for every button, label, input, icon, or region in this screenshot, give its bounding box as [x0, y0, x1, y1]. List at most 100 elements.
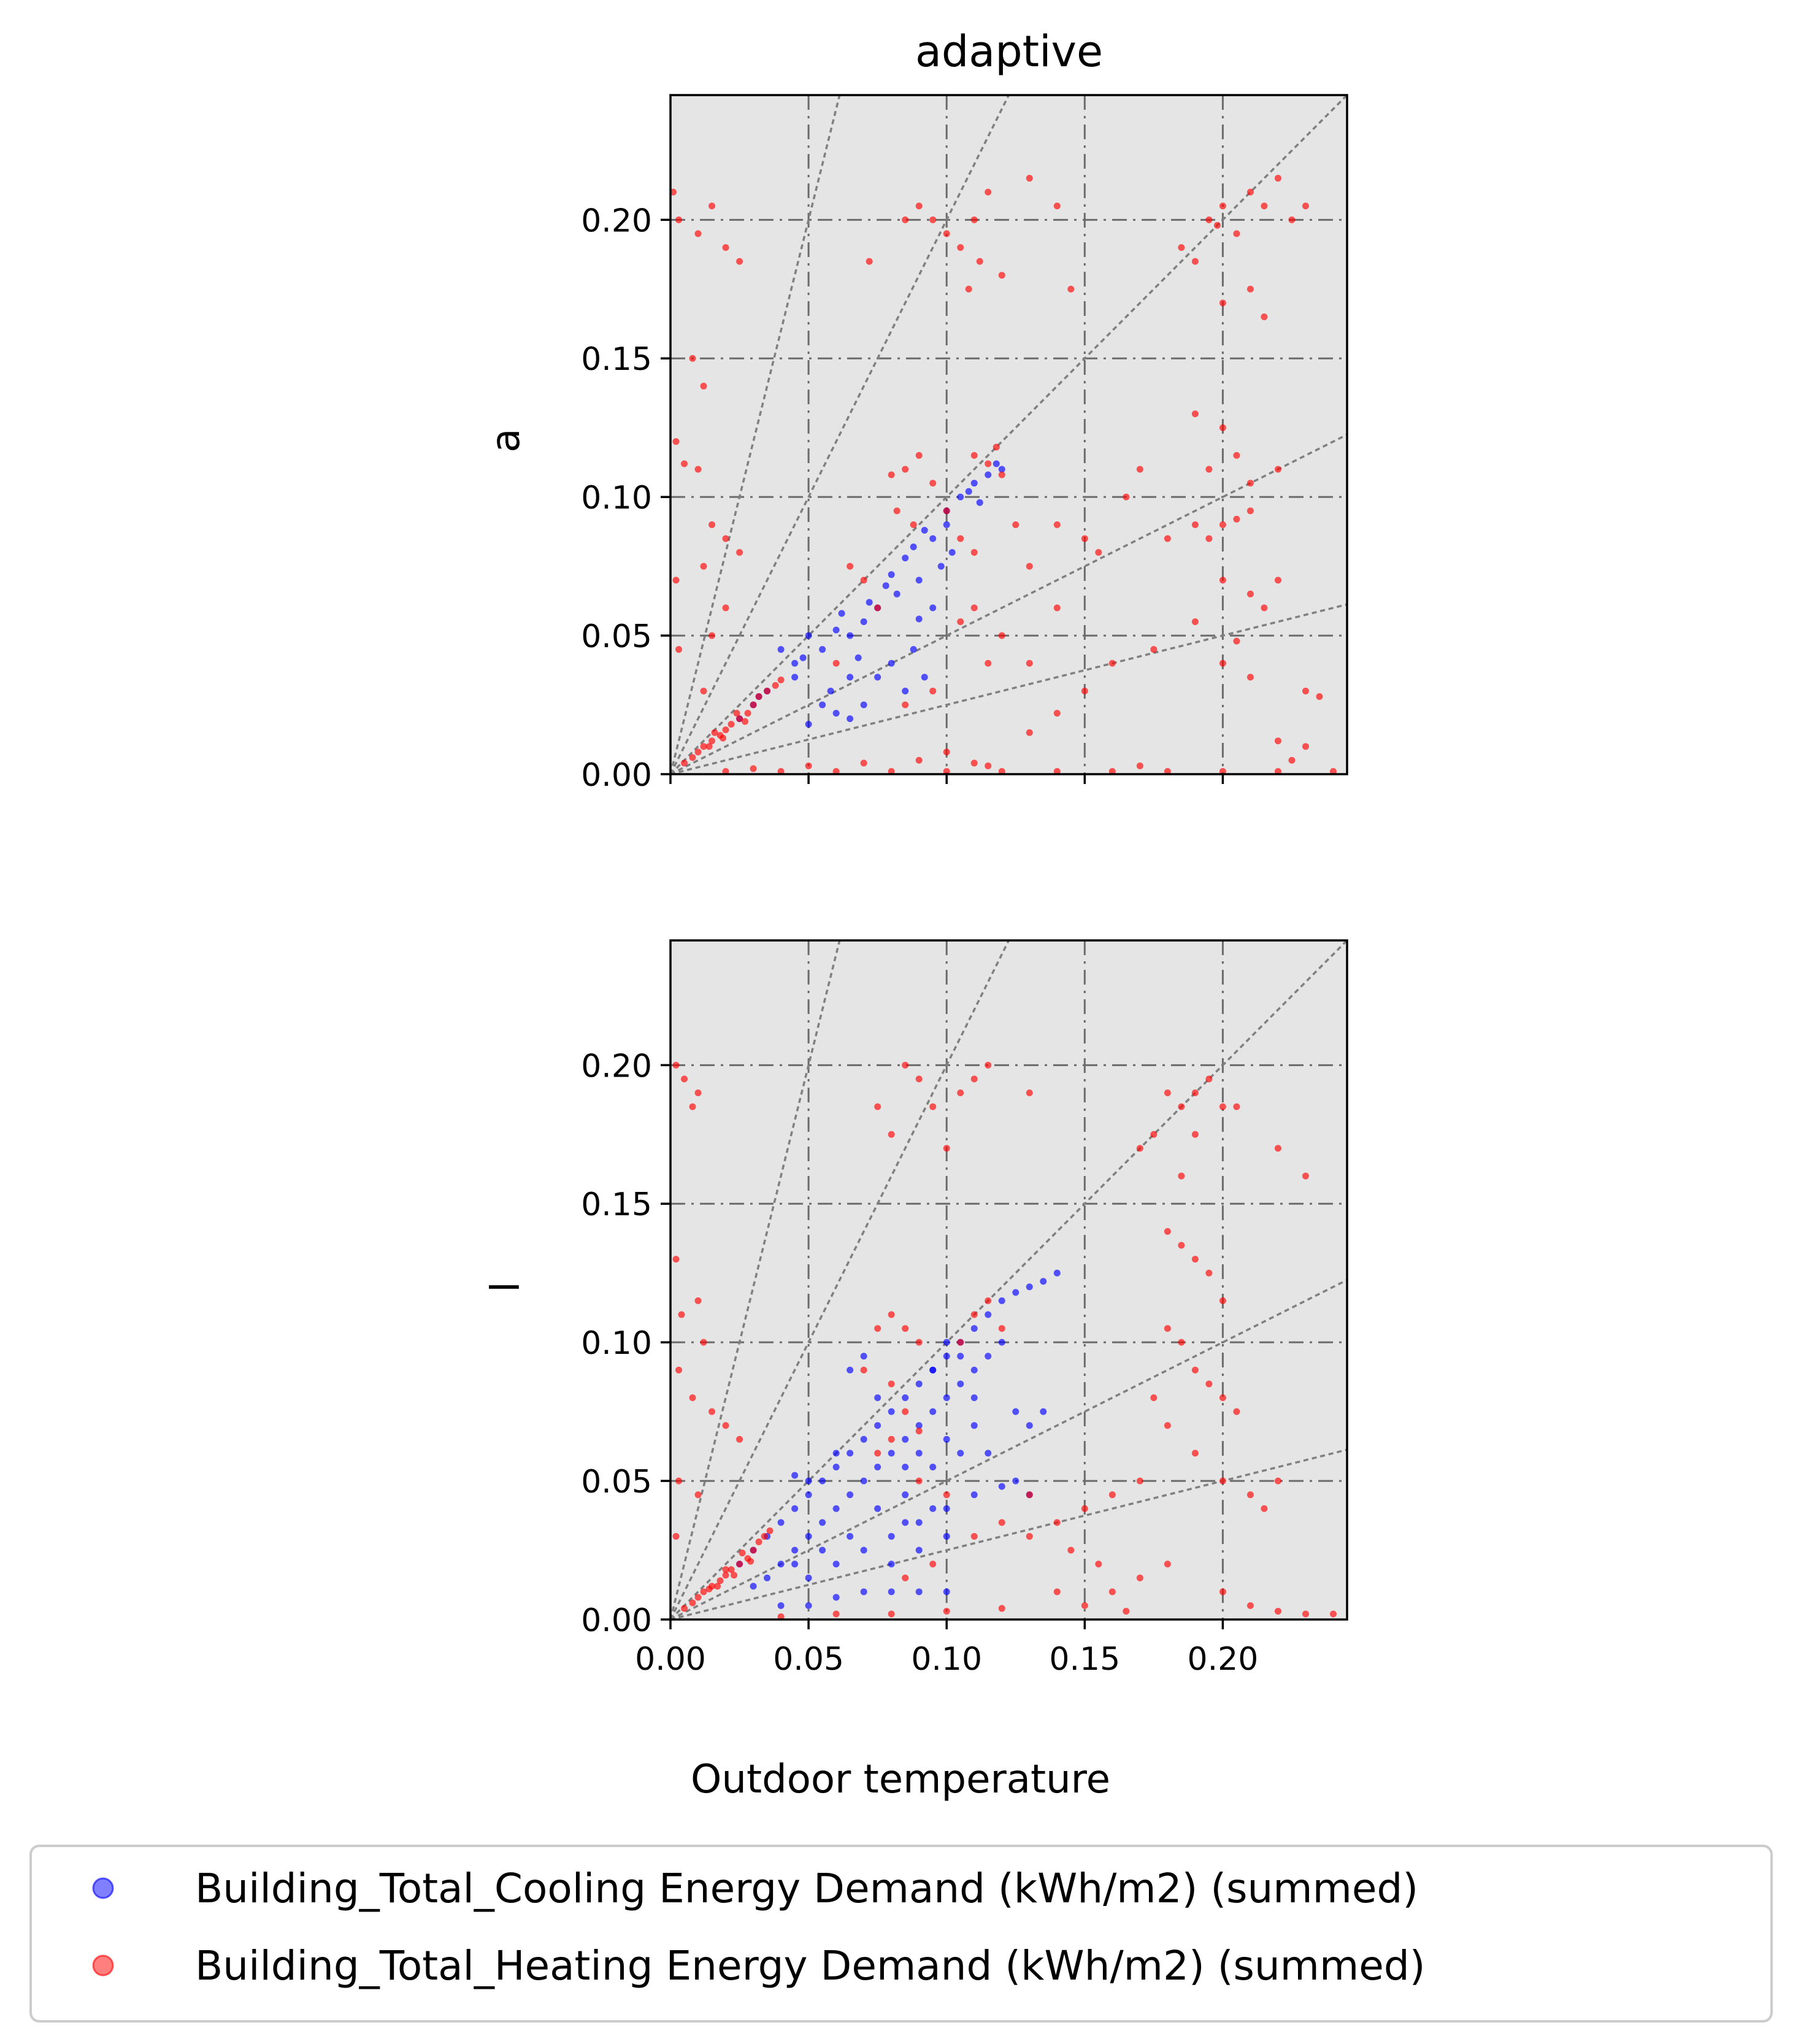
data-point	[915, 1422, 923, 1429]
data-point	[1191, 618, 1199, 625]
data-point	[708, 632, 716, 639]
data-point	[1053, 1269, 1061, 1277]
data-point	[902, 555, 909, 562]
data-point	[902, 1463, 909, 1470]
data-point	[711, 729, 718, 736]
data-point	[1302, 1172, 1309, 1180]
data-point	[998, 1605, 1005, 1612]
data-point	[1302, 202, 1309, 210]
data-point	[736, 258, 743, 265]
data-point	[847, 1450, 854, 1457]
data-point	[672, 1532, 680, 1540]
legend-label-cooling: Building_Total_Cooling Energy Demand (kW…	[195, 1865, 1418, 1912]
x-tick-label: 0.20	[1188, 1641, 1259, 1678]
data-point	[1178, 1242, 1185, 1249]
data-point	[1012, 1408, 1020, 1415]
y-tick-label: 0.10	[581, 480, 652, 517]
data-point	[929, 687, 937, 694]
data-point	[860, 1353, 867, 1360]
legend-marker-cooling	[92, 1877, 114, 1899]
data-point	[929, 1505, 937, 1512]
data-point	[1219, 1103, 1226, 1110]
data-point	[1274, 1145, 1281, 1152]
data-point	[888, 571, 895, 578]
data-point	[1012, 1477, 1020, 1485]
data-point	[998, 1519, 1005, 1526]
data-point	[716, 1577, 724, 1585]
data-point	[929, 1408, 937, 1415]
data-point	[1136, 1574, 1143, 1581]
x-tick-label: 0.10	[911, 1641, 982, 1678]
data-point	[915, 1339, 923, 1346]
data-point	[1233, 1103, 1240, 1110]
data-point	[985, 1311, 992, 1318]
data-point	[1178, 1172, 1185, 1180]
y-tick-label: 0.20	[581, 1048, 652, 1085]
x-axis-label: Outdoor temperature	[691, 1757, 1110, 1802]
data-point	[672, 1256, 680, 1263]
data-point	[1123, 1607, 1130, 1615]
data-point	[1246, 1602, 1254, 1609]
data-point	[957, 1089, 964, 1097]
x-axis: 0.00 0.05 0.10 0.15 0.20	[635, 1619, 1258, 1678]
data-point	[915, 1450, 923, 1457]
data-point	[832, 1505, 840, 1512]
data-point	[805, 1532, 812, 1540]
data-point	[1178, 1339, 1185, 1346]
data-point	[700, 1339, 707, 1346]
data-point	[1219, 577, 1226, 584]
data-point	[705, 1585, 713, 1593]
data-point	[689, 1599, 696, 1607]
data-point	[755, 1538, 762, 1545]
data-point	[1191, 410, 1199, 418]
data-point	[672, 438, 680, 445]
data-point	[993, 460, 1000, 467]
data-point	[985, 1061, 992, 1069]
data-point	[970, 451, 978, 459]
y-tick-label: 0.15	[581, 341, 652, 378]
data-point	[832, 1450, 840, 1457]
data-point	[888, 1610, 895, 1618]
data-point	[943, 521, 950, 528]
series-heating	[672, 1061, 1337, 1619]
data-point	[838, 610, 845, 617]
data-point	[1213, 221, 1221, 229]
data-point	[1329, 767, 1337, 774]
data-point	[1053, 1588, 1061, 1596]
data-point	[1191, 521, 1199, 528]
data-point	[1205, 535, 1213, 542]
data-point	[902, 1435, 909, 1443]
data-point	[888, 767, 895, 774]
data-point	[929, 480, 937, 487]
data-point	[736, 549, 743, 556]
data-point	[866, 599, 873, 606]
data-point	[805, 1574, 812, 1581]
y-axis-label-l: l	[483, 1281, 529, 1293]
data-point	[976, 499, 983, 506]
x-tick-label: 0.15	[1049, 1641, 1120, 1678]
data-point	[722, 244, 729, 252]
data-point	[874, 1325, 881, 1332]
data-point	[998, 1483, 1005, 1490]
data-point	[1053, 1519, 1061, 1526]
data-point	[742, 718, 749, 725]
data-point	[731, 1572, 738, 1579]
data-point	[747, 1558, 755, 1565]
data-point	[694, 748, 702, 756]
data-point	[681, 460, 688, 467]
data-point	[694, 230, 702, 237]
reference-line	[670, 95, 1347, 774]
plot-background	[670, 940, 1347, 1619]
data-point	[736, 715, 743, 723]
data-point	[943, 1339, 950, 1346]
data-point	[1026, 659, 1033, 667]
data-point	[943, 1607, 950, 1615]
data-point	[902, 466, 909, 473]
data-point	[675, 1477, 683, 1485]
data-point	[847, 674, 854, 681]
data-point	[874, 674, 881, 681]
data-point	[1219, 202, 1226, 210]
data-point	[678, 1311, 685, 1318]
data-point	[733, 710, 740, 717]
data-point	[976, 258, 983, 265]
